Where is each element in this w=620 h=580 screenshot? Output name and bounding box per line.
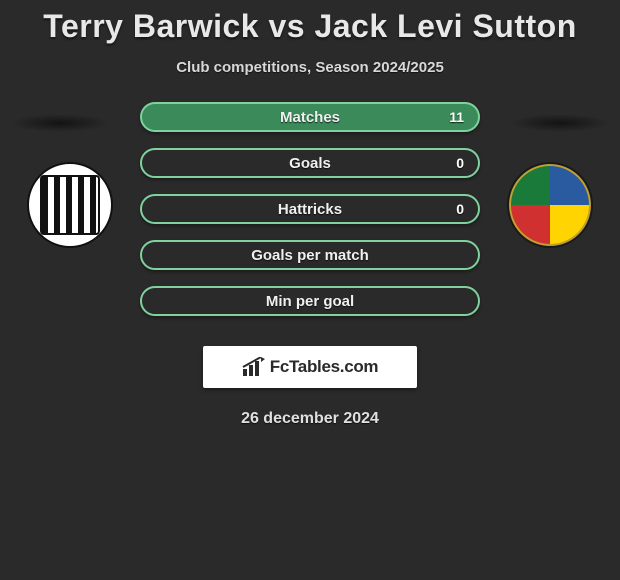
stat-bar-min-per-goal: Min per goal <box>140 286 480 316</box>
stat-label: Goals per match <box>251 247 369 264</box>
stat-value-right: 0 <box>456 155 464 171</box>
stat-bar-matches: Matches 11 <box>140 102 480 132</box>
stat-label: Hattricks <box>278 201 342 218</box>
stat-bar-hattricks: Hattricks 0 <box>140 194 480 224</box>
stat-value-right: 11 <box>449 109 464 125</box>
subtitle: Club competitions, Season 2024/2025 <box>0 59 620 76</box>
source-logo-text: FcTables.com <box>270 357 379 377</box>
date-text: 26 december 2024 <box>0 410 620 428</box>
page-title: Terry Barwick vs Jack Levi Sutton <box>0 0 620 45</box>
crest-left-shield-icon <box>40 175 100 235</box>
stat-bar-goals-per-match: Goals per match <box>140 240 480 270</box>
stat-label: Min per goal <box>266 293 354 310</box>
stat-value-right: 0 <box>456 201 464 217</box>
bars-icon <box>242 357 266 377</box>
shadow-right <box>510 114 610 132</box>
shadow-left <box>10 114 110 132</box>
source-logo: FcTables.com <box>203 346 417 388</box>
stat-label: Matches <box>280 109 340 126</box>
comparison-panel: Matches 11 Goals 0 Hattricks 0 Goals per… <box>0 102 620 342</box>
crest-left <box>27 162 113 248</box>
stat-label: Goals <box>289 155 331 172</box>
stat-bars: Matches 11 Goals 0 Hattricks 0 Goals per… <box>140 102 480 332</box>
stat-bar-goals: Goals 0 <box>140 148 480 178</box>
crest-right <box>507 162 593 248</box>
